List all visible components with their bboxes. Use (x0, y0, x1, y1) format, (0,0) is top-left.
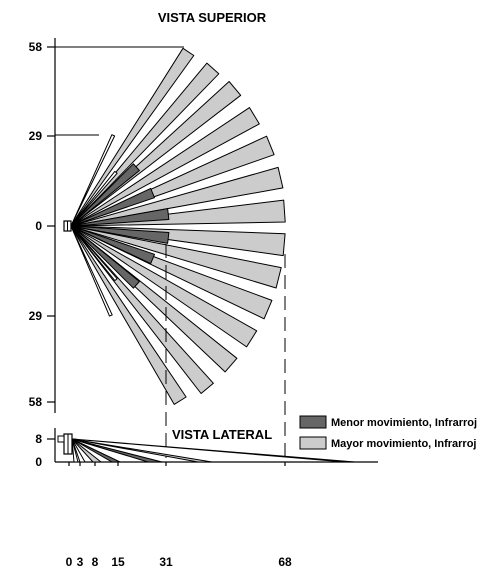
minor-motion-zone (70, 208, 170, 227)
side-view-x-tick-label: 68 (278, 555, 292, 567)
top-view-tick-label: 0 (35, 219, 42, 233)
side-view-y-tick-label: 8 (35, 432, 42, 446)
minor-motion-zone (70, 225, 140, 289)
side-short-range-zone (71, 438, 79, 463)
minor-motion-zone (70, 187, 155, 227)
sensor-icon (63, 220, 72, 232)
sensor-mount-icon (57, 433, 73, 455)
side-view-x-tick-label: 31 (159, 555, 173, 567)
legend-label-major-motion: Mayor movimiento, Infrarroj (331, 438, 476, 450)
short-range-zone (70, 134, 116, 227)
side-view-x-tick-label: 0 (66, 555, 73, 567)
short-range-zone (70, 170, 118, 227)
side-view-x-tick-label: 3 (77, 555, 84, 567)
top-view-title: VISTA SUPERIOR (158, 10, 267, 25)
legend-swatch-major-motion (299, 436, 327, 450)
side-view-title: VISTA LATERAL (172, 427, 272, 442)
short-range-zone (70, 225, 113, 317)
top-view-panel: VISTA SUPERIOR 58 29 0 29 58 (29, 10, 286, 458)
legend: Menor movimiento, Infrarroj Mayor movimi… (299, 415, 477, 450)
top-view-tick-label: 29 (29, 129, 43, 143)
side-short-range-zone (71, 438, 86, 463)
major-motion-zone (70, 107, 260, 227)
major-motion-zone (70, 47, 195, 227)
side-major-motion-zone (71, 438, 103, 463)
side-view-zones (71, 438, 356, 463)
short-range-zone (70, 225, 118, 282)
minor-motion-zone (70, 225, 170, 244)
side-minor-motion-zone (71, 438, 121, 463)
side-view-y-tick-label: 0 (35, 455, 42, 469)
top-view-zones (70, 47, 286, 405)
side-major-motion-zone (71, 438, 213, 463)
major-motion-zone (70, 62, 220, 227)
side-view-x-tick-label: 15 (111, 555, 125, 567)
legend-label-minor-motion: Menor movimiento, Infrarroj (331, 417, 477, 429)
top-view-tick-label: 29 (29, 309, 43, 323)
major-motion-zone (70, 225, 282, 289)
side-minor-motion-zone (71, 438, 163, 463)
side-view-panel: VISTA LATERAL 8 0 0 3 8 15 31 68 (35, 427, 378, 567)
major-motion-zone (70, 166, 284, 227)
minor-motion-zone (70, 225, 155, 265)
minor-motion-zone (70, 163, 140, 227)
legend-swatch-minor-motion (299, 415, 327, 429)
major-motion-zone (70, 225, 258, 348)
side-major-motion-zone (71, 438, 356, 463)
top-view-tick-label: 58 (29, 395, 43, 409)
top-view-tick-label: 58 (29, 40, 43, 54)
major-motion-zone (70, 225, 187, 405)
side-view-x-tick-label: 8 (92, 555, 99, 567)
